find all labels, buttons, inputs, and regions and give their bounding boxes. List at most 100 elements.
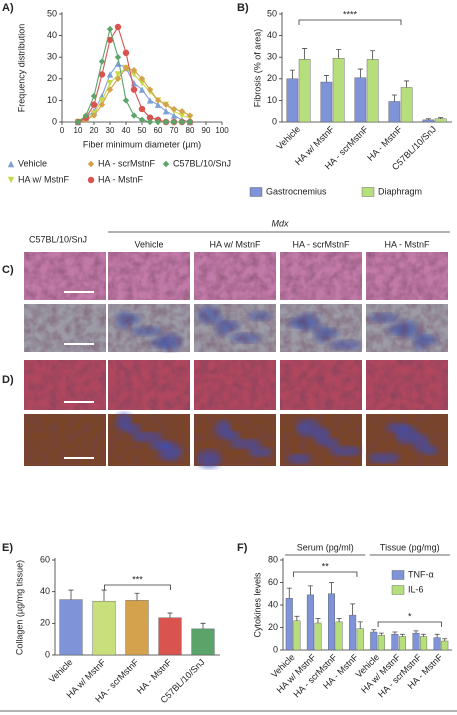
- micrograph-texture: [194, 304, 276, 352]
- bar: [433, 637, 441, 651]
- legend-swatch: [391, 585, 405, 595]
- micrograph-texture: [280, 414, 362, 466]
- micrograph-texture: [194, 360, 276, 410]
- x-tick-label: 80: [186, 126, 195, 135]
- x-tick-label: 60: [154, 126, 163, 135]
- bar: [366, 59, 379, 123]
- point: [138, 116, 146, 124]
- error-bar: [425, 118, 431, 120]
- group-label: Mdx: [271, 218, 289, 228]
- error-bar: [438, 117, 444, 119]
- bar: [370, 631, 378, 651]
- micrograph-texture: [280, 252, 362, 300]
- point: [106, 71, 114, 78]
- error-bar: [294, 615, 300, 621]
- y-tick-label: 40: [47, 30, 57, 40]
- error-bar: [302, 48, 308, 60]
- micrograph-texture: [108, 304, 190, 352]
- control-label: C57BL/10/SnJ: [29, 234, 87, 244]
- micrograph-texture: [108, 414, 190, 466]
- y-tick-label: 40: [268, 599, 278, 609]
- micrograph-texture: [108, 252, 190, 300]
- point: [98, 71, 106, 78]
- legend-marker: [87, 176, 95, 184]
- error-bar: [378, 632, 384, 636]
- error-bar: [329, 582, 335, 594]
- panel-label: A): [2, 2, 14, 14]
- legend-marker: [7, 160, 15, 168]
- significance-bracket: [298, 19, 402, 25]
- bar: [293, 620, 301, 651]
- error-bar: [350, 603, 356, 616]
- bar: [349, 614, 357, 651]
- legend-label: HA w/ MstnF: [18, 174, 70, 184]
- bar: [285, 598, 293, 651]
- point: [154, 97, 162, 104]
- panel-label: C): [2, 264, 14, 276]
- bar: [332, 58, 345, 123]
- y-tick-label: 20: [40, 618, 50, 628]
- point: [98, 97, 106, 104]
- bar: [391, 634, 399, 651]
- point: [74, 118, 82, 126]
- panel-label: F): [237, 542, 248, 554]
- error-bar: [336, 49, 342, 59]
- error-bar: [167, 612, 173, 618]
- y-axis-title: Cytokines levels: [252, 572, 262, 638]
- group-label: Tissue (pg/mg): [380, 542, 440, 552]
- error-bar: [357, 68, 363, 78]
- point: [98, 58, 106, 65]
- point: [106, 86, 114, 93]
- point: [154, 101, 162, 108]
- bar: [320, 81, 333, 123]
- y-tick-label: 80: [268, 554, 278, 564]
- x-tick-label: Vehicle: [274, 124, 302, 152]
- micrograph-texture: [280, 360, 362, 410]
- point: [178, 108, 186, 115]
- error-bar: [399, 633, 405, 637]
- point: [114, 23, 122, 31]
- point: [122, 97, 130, 104]
- bar: [400, 87, 413, 123]
- y-tick-label: 0: [272, 116, 277, 126]
- error-bar: [307, 585, 313, 595]
- legend-label: TNF-α: [408, 569, 434, 579]
- bar: [441, 640, 449, 651]
- point: [122, 64, 130, 72]
- legend-label: Vehicle: [18, 158, 47, 168]
- legend-label: IL-6: [408, 584, 424, 594]
- y-tick-label: 60: [268, 577, 278, 587]
- error-bar: [134, 592, 140, 601]
- bar: [335, 621, 343, 651]
- column-label: HA - MstnF: [384, 239, 430, 249]
- error-bar: [68, 589, 74, 600]
- legend-label: Diaphragm: [378, 186, 422, 196]
- point: [106, 36, 114, 44]
- point: [114, 71, 122, 78]
- y-tick-label: 0: [52, 116, 57, 126]
- y-tick-label: 20: [268, 622, 278, 632]
- significance-label: *: [408, 611, 412, 621]
- point: [186, 118, 194, 126]
- significance-label: ****: [343, 9, 358, 19]
- bar: [298, 59, 311, 123]
- point: [178, 112, 186, 119]
- error-bar: [200, 622, 206, 629]
- significance-label: **: [322, 561, 330, 571]
- legend-label: HA - scrMstnF: [98, 158, 156, 168]
- bar: [398, 636, 406, 651]
- y-tick-label: 50: [267, 8, 277, 18]
- point: [114, 75, 122, 82]
- y-tick-label: 20: [47, 73, 57, 83]
- micrograph-texture: [194, 414, 276, 466]
- legend-swatch: [249, 187, 263, 197]
- group-label: Serum (pg/ml): [297, 542, 354, 552]
- x-tick-label: 20: [90, 126, 99, 135]
- point: [130, 71, 138, 78]
- micrograph-texture: [280, 304, 362, 352]
- column-label: HA w/ MstnF: [209, 239, 261, 249]
- bar: [434, 118, 447, 123]
- point: [170, 112, 178, 119]
- bar: [412, 632, 420, 651]
